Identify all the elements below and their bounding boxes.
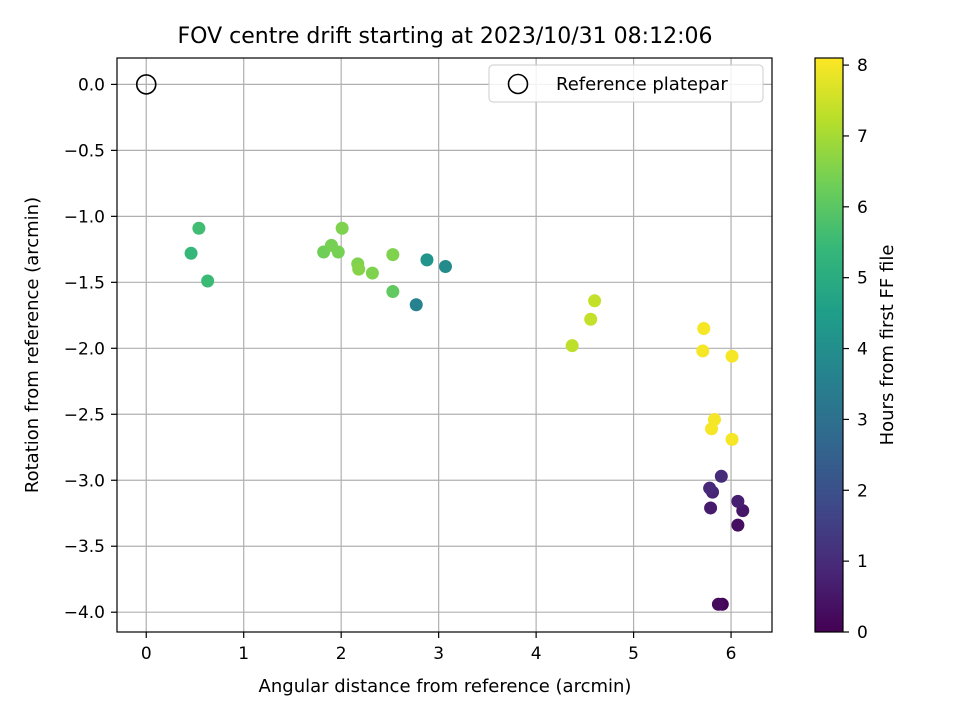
x-tick-label: 3 [433, 644, 444, 664]
x-tick-label: 2 [336, 644, 347, 664]
colorbar-tick-label: 2 [857, 481, 868, 501]
y-tick-label: −3.0 [64, 471, 105, 491]
legend-entry-reference-platepar: Reference platepar [556, 74, 728, 95]
y-tick-label: −2.0 [64, 339, 105, 359]
reference-point [135, 74, 157, 95]
legend: Reference platepar [488, 64, 764, 103]
grid [117, 58, 772, 632]
colorbar-frame [814, 57, 844, 633]
y-tick-label: −1.0 [64, 207, 105, 227]
colorbar-label: Hours from first FF file [877, 245, 898, 446]
data-point [352, 262, 366, 276]
colorbar-tick-label: 1 [857, 552, 868, 572]
data-point [331, 245, 345, 259]
colorbar-tick-label: 8 [857, 56, 868, 76]
y-tick-label: 0.0 [78, 75, 105, 95]
colorbar: 0 1 2 3 4 5 6 7 8 Hours from first FF file [814, 56, 898, 643]
chart-title: FOV centre drift starting at 2023/10/31 … [178, 24, 713, 49]
x-axis-ticks: 0 1 2 3 4 5 6 [141, 632, 737, 664]
data-point [696, 344, 710, 358]
colorbar-tick-label: 3 [857, 410, 868, 430]
colorbar-tick-label: 6 [857, 198, 868, 218]
data-point [711, 597, 725, 611]
x-tick-label: 5 [628, 644, 639, 664]
data-points [184, 221, 750, 611]
plot-frame [116, 57, 773, 633]
data-point [725, 349, 739, 363]
data-point [420, 253, 434, 267]
data-point [697, 322, 711, 336]
data-point [731, 494, 745, 508]
data-point [731, 518, 745, 532]
data-point [584, 312, 598, 326]
y-axis-label: Rotation from reference (arcmin) [22, 197, 43, 493]
y-tick-label: −2.5 [64, 405, 105, 425]
legend-box [488, 64, 764, 103]
data-point [386, 285, 400, 299]
data-point [703, 481, 717, 495]
x-tick-label: 0 [141, 644, 152, 664]
legend-marker-open-circle [507, 73, 529, 95]
data-point [438, 259, 452, 273]
colorbar-ticks: 0 1 2 3 4 5 6 7 8 [843, 56, 868, 643]
colorbar-tick-label: 4 [857, 340, 868, 360]
data-point [707, 413, 721, 427]
data-point [565, 339, 579, 353]
y-axis-ticks: 0.0 −0.5 −1.0 −1.5 −2.0 −2.5 −3.0 −3.5 −4.0 [64, 75, 117, 623]
data-point [714, 469, 728, 483]
data-point [365, 266, 379, 280]
y-tick-label: −3.5 [64, 537, 105, 557]
data-point [335, 221, 349, 235]
x-axis-label: Angular distance from reference (arcmin) [259, 676, 632, 697]
data-point [588, 294, 602, 308]
x-tick-label: 6 [726, 644, 737, 664]
y-tick-label: −1.5 [64, 273, 105, 293]
colorbar-fill [815, 58, 843, 632]
colorbar-tick-label: 7 [857, 127, 868, 147]
data-point [725, 432, 739, 446]
y-tick-label: −4.0 [64, 603, 105, 623]
data-point [704, 501, 718, 515]
data-point [386, 248, 400, 262]
data-point [192, 221, 206, 235]
x-tick-label: 1 [238, 644, 249, 664]
y-tick-label: −0.5 [64, 141, 105, 161]
colorbar-tick-label: 5 [857, 269, 868, 289]
x-tick-label: 4 [531, 644, 542, 664]
data-point [201, 274, 215, 288]
data-point [184, 246, 198, 260]
colorbar-tick-label: 0 [857, 623, 868, 643]
data-point [409, 298, 423, 312]
